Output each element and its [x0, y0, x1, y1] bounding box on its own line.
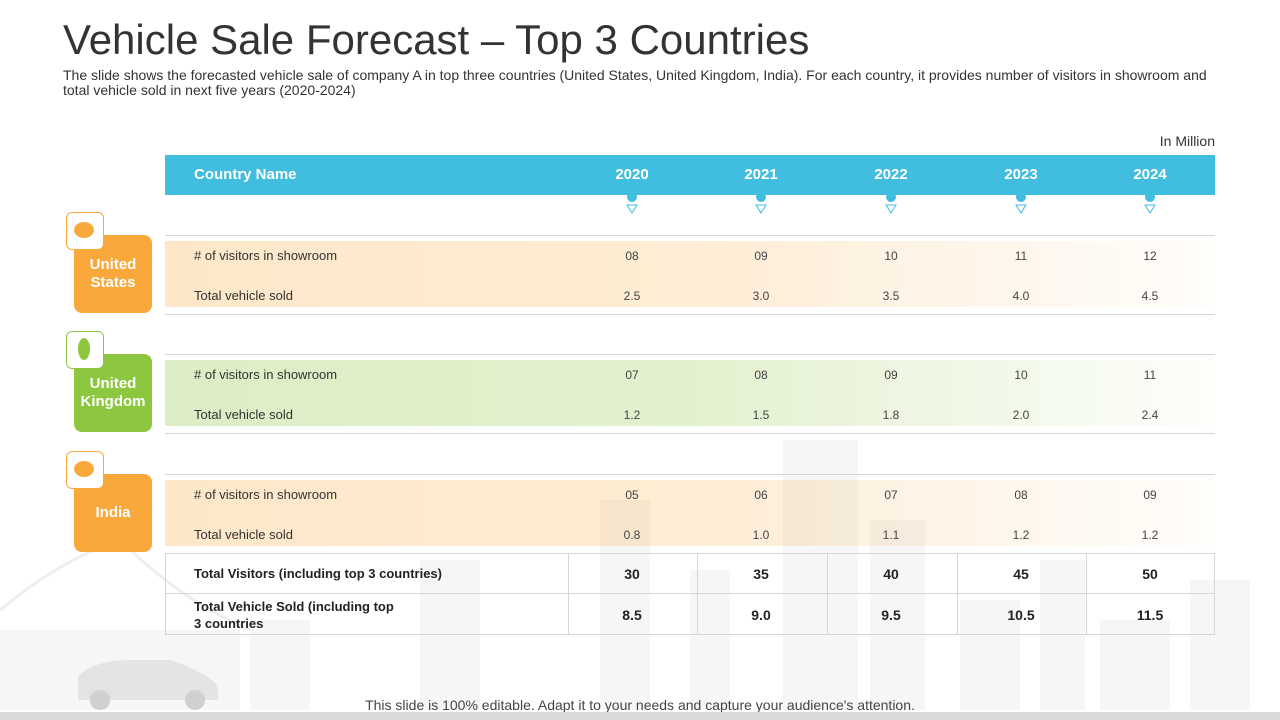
- table-line: [1086, 554, 1087, 634]
- total-value: 10.5: [1007, 607, 1035, 623]
- row-label: Total vehicle sold: [194, 288, 293, 303]
- cell-value: 09: [754, 249, 768, 263]
- cell-value: 05: [625, 488, 639, 502]
- cell-value: 09: [884, 368, 898, 382]
- header-cell: Country Name: [194, 166, 297, 183]
- header-cell: 2024: [1133, 166, 1167, 183]
- total-value: 45: [1013, 566, 1029, 582]
- row-label: # of visitors in showroom: [194, 487, 338, 502]
- total-value: 35: [753, 566, 769, 582]
- subtitle: The slide shows the forecasted vehicle s…: [63, 67, 1207, 98]
- cell-value: 08: [754, 368, 768, 382]
- row-label: Total vehicle sold: [194, 407, 293, 422]
- total-value: 30: [624, 566, 640, 582]
- total-value: 40: [883, 566, 899, 582]
- row-separator: [165, 235, 1215, 236]
- cell-value: 08: [1014, 488, 1028, 502]
- cell-value: 11: [1143, 368, 1157, 382]
- country-label: India: [74, 474, 152, 552]
- total-label: Total Visitors (including top 3 countrie…: [194, 566, 442, 581]
- cell-value: 1.1: [882, 528, 900, 542]
- cell-value: 07: [884, 488, 898, 502]
- row-label: # of visitors in showroom: [194, 367, 338, 382]
- row-separator: [165, 354, 1215, 355]
- table-line: [827, 554, 828, 634]
- cell-value: 06: [754, 488, 768, 502]
- country-icon: [66, 451, 104, 489]
- header-cell: 2021: [744, 166, 778, 183]
- cell-value: 07: [625, 368, 639, 382]
- total-value: 50: [1142, 566, 1158, 582]
- cell-value: 2.4: [1141, 408, 1159, 422]
- table-line: [568, 554, 569, 634]
- row-separator: [165, 433, 1215, 434]
- total-value: 9.5: [881, 607, 901, 623]
- cell-value: 1.2: [1141, 528, 1159, 542]
- cell-value: 1.5: [752, 408, 770, 422]
- header-cell: 2020: [615, 166, 649, 183]
- row-band: [165, 480, 1215, 546]
- cell-value: 1.2: [1012, 528, 1030, 542]
- cell-value: 12: [1143, 249, 1157, 263]
- row-separator: [165, 553, 1215, 554]
- cell-value: 2.0: [1012, 408, 1030, 422]
- cell-value: 2.5: [623, 289, 641, 303]
- cell-value: 0.8: [623, 528, 641, 542]
- total-value: 8.5: [622, 607, 642, 623]
- country-icon: [66, 331, 104, 369]
- total-value: 9.0: [751, 607, 771, 623]
- totals-table: Total Visitors (including top 3 countrie…: [165, 553, 1215, 635]
- total-label: Total Vehicle Sold (including top 3 coun…: [194, 599, 394, 631]
- title: Vehicle Sale Forecast – Top 3 Countries: [63, 16, 810, 63]
- country-icon: [66, 212, 104, 250]
- cell-value: 4.5: [1141, 289, 1159, 303]
- cell-value: 08: [625, 249, 639, 263]
- header-cell: 2023: [1004, 166, 1038, 183]
- row-label: # of visitors in showroom: [194, 248, 338, 263]
- cell-value: 3.0: [752, 289, 770, 303]
- unit-note: In Million: [1159, 133, 1215, 149]
- cell-value: 4.0: [1012, 289, 1030, 303]
- table-header: Country Name 2020 2021 2022 2023 2024: [165, 155, 1215, 195]
- bottom-bar: [0, 712, 1280, 720]
- header-cell: 2022: [874, 166, 908, 183]
- row-separator: [165, 314, 1215, 315]
- cell-value: 3.5: [882, 289, 900, 303]
- table-line: [697, 554, 698, 634]
- cell-value: 11: [1014, 249, 1028, 263]
- cell-value: 1.0: [752, 528, 770, 542]
- cell-value: 1.8: [882, 408, 900, 422]
- row-label: Total vehicle sold: [194, 527, 293, 542]
- cell-value: 10: [1014, 368, 1028, 382]
- row-separator: [165, 474, 1215, 475]
- total-value: 11.5: [1136, 607, 1164, 623]
- row-band: [165, 360, 1215, 426]
- table-line: [957, 554, 958, 634]
- cell-value: 09: [1143, 488, 1157, 502]
- footer-note: This slide is 100% editable. Adapt it to…: [365, 697, 915, 713]
- cell-value: 1.2: [623, 408, 641, 422]
- table-line: [166, 593, 1214, 594]
- row-band: [165, 241, 1215, 307]
- cell-value: 10: [884, 249, 898, 263]
